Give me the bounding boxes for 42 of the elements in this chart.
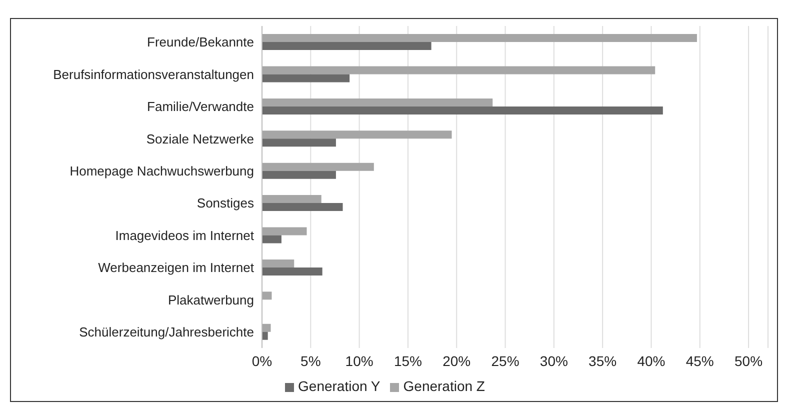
bar bbox=[262, 292, 272, 300]
bar bbox=[262, 66, 656, 74]
y-tick-label: Schülerzeitung/Jahresberichte bbox=[79, 324, 254, 340]
x-tick-label: 0% bbox=[252, 352, 272, 369]
bar bbox=[262, 130, 452, 139]
x-tick-label: 35% bbox=[588, 352, 617, 369]
y-tick-label: Imagevideos im Internet bbox=[115, 228, 254, 243]
bar bbox=[262, 195, 322, 204]
x-tick-label: 10% bbox=[345, 352, 374, 369]
x-tick-label: 40% bbox=[637, 352, 666, 369]
legend-label: Generation Z bbox=[403, 378, 485, 394]
y-tick-label: Familie/Verwandte bbox=[147, 99, 254, 114]
bar bbox=[262, 138, 336, 147]
bar bbox=[262, 227, 307, 236]
bar bbox=[262, 74, 350, 82]
bar bbox=[262, 235, 282, 244]
y-tick-label: Berufsinformationsveranstaltungen bbox=[53, 66, 254, 82]
y-tick-label: Sonstiges bbox=[196, 196, 254, 211]
x-tick-label: 45% bbox=[686, 352, 714, 369]
bar bbox=[262, 42, 432, 50]
x-tick-label: 20% bbox=[442, 352, 471, 369]
bar bbox=[262, 203, 343, 212]
y-tick-label: Homepage Nachwuchswerbung bbox=[70, 164, 254, 179]
x-tick-label: 5% bbox=[300, 352, 321, 369]
x-tick-label: 30% bbox=[540, 352, 568, 369]
bar bbox=[262, 98, 493, 106]
bar bbox=[262, 259, 294, 268]
legend-label: Generation Y bbox=[298, 378, 380, 394]
bar bbox=[262, 267, 322, 276]
x-tick-label: 50% bbox=[734, 352, 763, 369]
bar bbox=[262, 34, 697, 42]
bar bbox=[262, 170, 336, 179]
bar bbox=[262, 324, 271, 332]
x-tick-label: 15% bbox=[394, 352, 422, 369]
x-tick-label: 25% bbox=[491, 352, 520, 369]
y-tick-label: Werbeanzeigen im Internet bbox=[98, 260, 254, 276]
bar bbox=[262, 162, 374, 171]
y-tick-label: Plakatwerbung bbox=[168, 292, 254, 308]
bar bbox=[262, 332, 268, 340]
y-tick-label: Soziale Netzwerke bbox=[146, 131, 254, 146]
y-tick-label: Freunde/Bekannte bbox=[147, 34, 254, 50]
bar bbox=[262, 106, 663, 114]
